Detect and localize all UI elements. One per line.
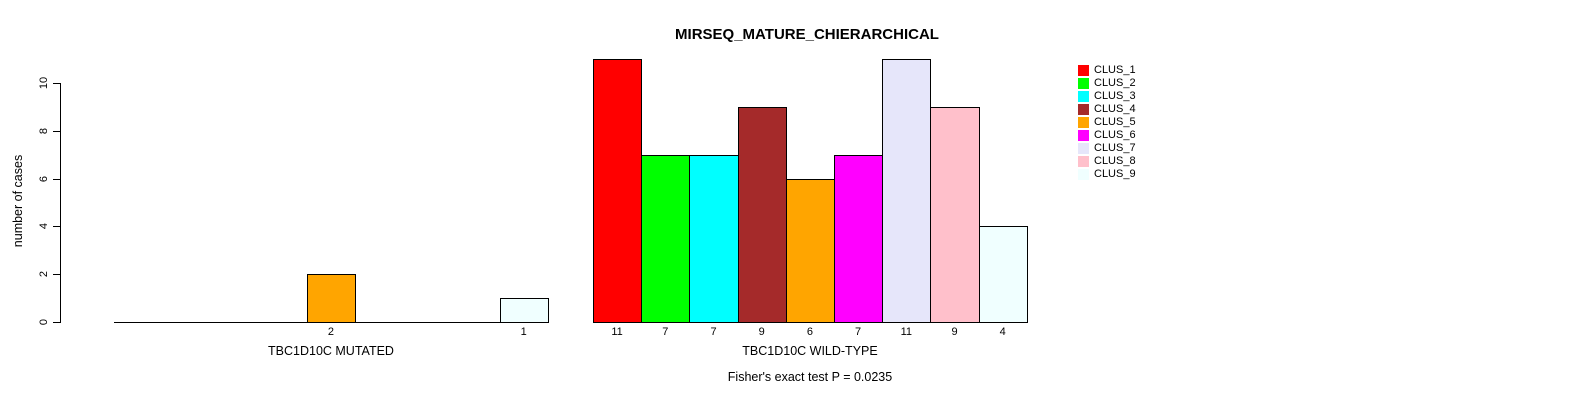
bar-value-label: 2 (327, 326, 334, 338)
group-label-tbc1d10c-mutated: TBC1D10C MUTATED (268, 344, 394, 358)
legend-swatch-clus_5 (1078, 117, 1089, 128)
y-axis-tick (53, 130, 60, 132)
bar-value-label: 4 (999, 326, 1006, 338)
y-axis-tick (53, 83, 60, 84)
legend-label-clus_9: CLUS_9 (1094, 168, 1136, 180)
bar-value-label: 7 (855, 326, 862, 338)
legend-swatch-clus_6 (1078, 130, 1089, 141)
bar-value-label: 11 (900, 326, 913, 338)
legend-swatch-clus_1 (1078, 65, 1089, 76)
y-axis-tick-label: 10 (38, 76, 50, 90)
y-axis-tick-label: 4 (38, 223, 50, 230)
bar-clus_9 (978, 226, 1028, 323)
bar-clus_5 (306, 274, 356, 323)
bar-clus_6 (834, 154, 884, 323)
group-label-tbc1d10c-wild-type: TBC1D10C WILD-TYPE (742, 344, 878, 358)
y-axis-tick-label: 6 (38, 175, 50, 182)
y-axis-tick (53, 322, 60, 323)
legend-label-clus_4: CLUS_4 (1094, 103, 1136, 115)
fisher-test-annotation: Fisher's exact test P = 0.0235 (727, 370, 893, 384)
legend-label-clus_8: CLUS_8 (1094, 155, 1136, 167)
legend-swatch-clus_8 (1078, 156, 1089, 167)
bar-value-label: 9 (951, 326, 958, 338)
bar-clus_8 (930, 106, 980, 323)
bar-clus_3 (689, 154, 739, 323)
bar-value-label: 9 (758, 326, 765, 338)
y-axis-tick-label: 8 (38, 127, 50, 134)
legend-label-clus_2: CLUS_2 (1094, 77, 1136, 89)
bar-value-label: 1 (520, 326, 527, 338)
legend-swatch-clus_9 (1078, 169, 1089, 180)
y-axis-tick-label: 0 (38, 318, 50, 326)
chart-title: MIRSEQ_MATURE_CHIERARCHICAL (675, 26, 939, 43)
bar-value-label: 7 (662, 326, 669, 338)
bar-clus_2 (641, 154, 691, 323)
bar-clus_5 (785, 178, 835, 323)
bar-clus_9 (499, 298, 549, 323)
legend-label-clus_1: CLUS_1 (1094, 64, 1136, 76)
y-axis-line (60, 83, 61, 323)
y-axis-tick (53, 274, 60, 276)
bar-value-label: 6 (806, 326, 813, 338)
legend-label-clus_3: CLUS_3 (1094, 90, 1136, 102)
y-axis-tick-label: 2 (38, 271, 50, 278)
bar-clus_4 (737, 106, 787, 323)
legend-swatch-clus_4 (1078, 104, 1089, 115)
legend-swatch-clus_3 (1078, 91, 1089, 102)
legend-swatch-clus_2 (1078, 78, 1089, 89)
legend-swatch-clus_7 (1078, 143, 1089, 154)
bar-clus_7 (882, 59, 932, 323)
y-axis-tick (53, 226, 60, 228)
bar-value-label: 11 (611, 326, 623, 338)
legend-label-clus_5: CLUS_5 (1094, 116, 1136, 128)
bar-value-label: 7 (710, 326, 717, 338)
y-axis-label: number of cases (11, 154, 25, 248)
bar-clus_1 (593, 59, 643, 323)
legend-label-clus_7: CLUS_7 (1094, 142, 1136, 154)
legend-label-clus_6: CLUS_6 (1094, 129, 1136, 141)
y-axis-tick (53, 178, 60, 180)
